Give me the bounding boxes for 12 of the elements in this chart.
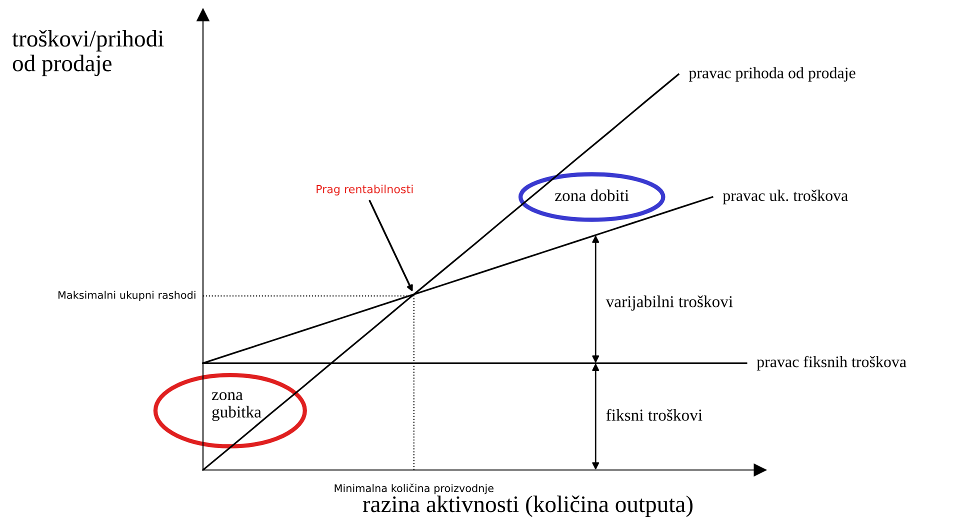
annotation: fiksni troškovi [606, 408, 702, 421]
annotation: zona dobiti [555, 189, 629, 202]
x-axis-title: razina aktivnosti (količina outputa) [362, 496, 693, 517]
series-label: pravac uk. troškova [722, 190, 848, 204]
y-axis-title: troškovi/prihodi od prodaje [12, 30, 164, 76]
text: Minimalna količina proizvodnje [334, 484, 494, 494]
series-label: pravac prihoda od prodaje [688, 67, 856, 82]
annotation: Prag rentabilnosti [316, 184, 413, 196]
series-label: pravac fiksnih troškova [756, 356, 906, 370]
ref-line-label: Maksimalni ukupni rashodi [58, 290, 196, 301]
annotation: varijabilni troškovi [606, 296, 733, 311]
annotation: zona gubitka [212, 392, 262, 422]
